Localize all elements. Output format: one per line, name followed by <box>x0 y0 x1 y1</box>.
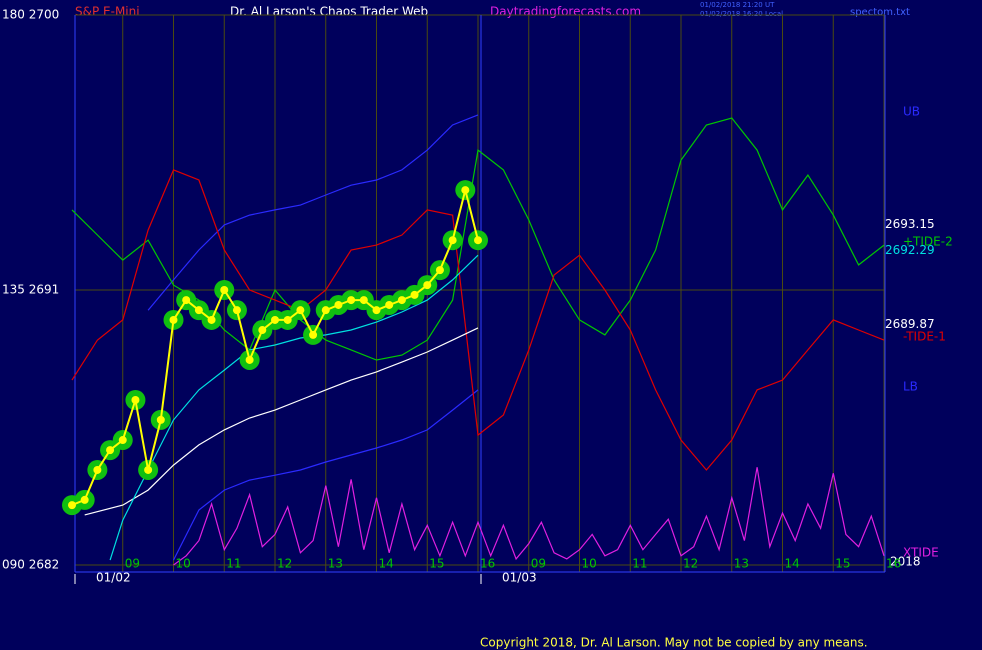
price-dot <box>131 396 140 404</box>
series-line <box>71 169 885 471</box>
x-tick-label: 11 <box>632 557 647 571</box>
price-dot <box>474 236 482 245</box>
price-dot <box>232 306 241 315</box>
x-tick-label: 14 <box>379 557 394 571</box>
x-tick-label: 09 <box>125 557 140 571</box>
price-dot <box>321 306 330 315</box>
series-line <box>173 467 885 566</box>
plot <box>62 114 885 566</box>
price-dot <box>194 306 203 315</box>
y-tick-label: 180 2700 <box>2 8 59 22</box>
price-dot <box>169 315 178 324</box>
price-dot <box>80 495 89 504</box>
price-dot <box>118 436 127 445</box>
price-dot <box>309 330 318 339</box>
legend-label: UB <box>903 104 920 118</box>
price-dot <box>68 501 76 510</box>
x-tick-label: 10 <box>176 557 191 571</box>
price-dot <box>448 236 457 245</box>
copyright: Copyright 2018, Dr. Al Larson. May not b… <box>480 636 868 650</box>
price-dot <box>372 306 381 315</box>
price-dot <box>359 296 368 305</box>
x-tick-label: 13 <box>734 557 749 571</box>
series-line <box>147 114 479 311</box>
price-dot <box>334 300 343 309</box>
legend-label: -TIDE-1 <box>903 330 946 344</box>
legend-label: XTIDE <box>903 545 939 559</box>
price-dot <box>347 296 356 305</box>
year: 2018 <box>890 555 921 569</box>
x-tick-label: 09 <box>531 557 546 571</box>
price-dot <box>435 266 444 275</box>
price-dot <box>423 281 432 290</box>
price-dot <box>296 306 305 315</box>
date-label: 01/03 <box>502 571 537 585</box>
x-tick-label: 14 <box>785 557 800 571</box>
x-tick-label: 16 <box>886 557 901 571</box>
file-name: spectom.txt <box>850 7 910 18</box>
price-dot <box>245 355 254 364</box>
timestamp: 01/02/2018 21:20 UT <box>700 1 775 9</box>
price-dot <box>156 415 165 424</box>
value-label: 2689.87 <box>885 317 935 331</box>
symbol: S&P E-Mini <box>75 5 140 19</box>
price-dot <box>271 315 279 324</box>
legend-label: LB <box>903 379 918 393</box>
price-dot <box>106 446 115 455</box>
x-tick-label: 13 <box>328 557 343 571</box>
y-tick-label: 090 2682 <box>2 558 59 572</box>
legend-label: +TIDE-2 <box>903 235 953 249</box>
x-tick-label: 12 <box>277 557 292 571</box>
value-label: 2693.15 <box>885 217 935 231</box>
x-tick-label: 15 <box>835 557 850 571</box>
price-dot <box>397 296 406 305</box>
x-tick-label: 11 <box>226 557 241 571</box>
x-tick-label: 16 <box>480 557 495 571</box>
value-label: 2692.29 <box>885 243 935 257</box>
timestamp: 01/02/2018 16:20 Local <box>700 10 783 18</box>
price-dot <box>220 286 229 294</box>
price-dot <box>93 465 102 474</box>
series-line <box>84 327 479 516</box>
price-dot <box>144 465 153 474</box>
y-tick-label: 135 2691 <box>2 283 59 297</box>
date-label: 01/02 <box>96 571 131 585</box>
price-dot <box>283 315 292 324</box>
x-tick-label: 12 <box>683 557 698 571</box>
x-tick-label: 15 <box>429 557 444 571</box>
price-dot <box>258 326 267 335</box>
price-dot <box>385 300 394 309</box>
x-tick-label: 10 <box>582 557 597 571</box>
price-dot <box>461 186 470 195</box>
series-line <box>109 254 479 561</box>
site: Daytradingforecasts.com <box>490 5 641 19</box>
price-dot <box>207 315 216 324</box>
price-dot <box>182 296 191 305</box>
series-line <box>172 389 479 561</box>
price-dot <box>410 290 419 299</box>
chart-title: Dr. Al Larson's Chaos Trader Web <box>230 5 428 19</box>
